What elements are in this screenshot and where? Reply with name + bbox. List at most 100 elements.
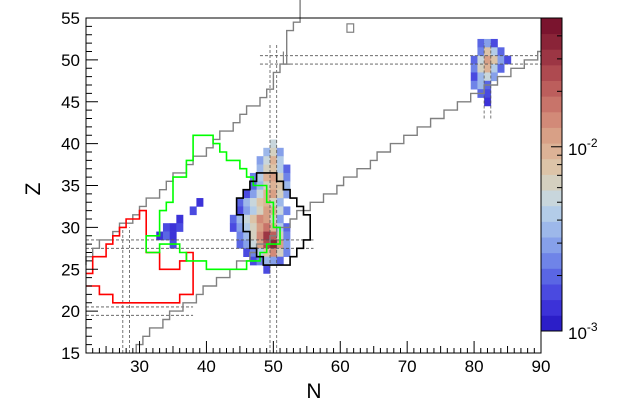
- x-tick-label: 40: [197, 357, 216, 376]
- heatmap-cell: [263, 156, 271, 165]
- colorbar-segment: [541, 315, 562, 332]
- heatmap-cell: [243, 206, 251, 216]
- heatmap-cell: [484, 64, 492, 73]
- heatmap-cell: [249, 206, 257, 216]
- heatmap-cell: [236, 206, 244, 216]
- heatmap-cell: [490, 55, 498, 65]
- heatmap-cell: [263, 147, 271, 157]
- heatmap-cell: [276, 198, 284, 207]
- heatmap-cell: [249, 231, 257, 241]
- colorbar-segment: [541, 284, 562, 301]
- heatmap-cell: [256, 231, 264, 241]
- heatmap-cell: [176, 214, 184, 224]
- colorbar-segment: [541, 205, 562, 222]
- heatmap-cell: [243, 248, 251, 257]
- heatmap-cell: [243, 198, 251, 207]
- heatmap-cell: [497, 55, 505, 65]
- heatmap-cell: [276, 172, 284, 182]
- contour-gray-lower: [135, 43, 559, 353]
- contours: [85, 0, 559, 353]
- x-tick-label: 30: [130, 357, 149, 376]
- y-axis-ticks: 15 20 25 30 35 40 45 50 55: [61, 9, 98, 363]
- heatmap-cell: [263, 223, 271, 232]
- heatmap-cell: [490, 38, 498, 48]
- heatmap-cell: [477, 80, 485, 90]
- heatmap-cell: [270, 256, 277, 266]
- heatmap-cell: [236, 214, 244, 224]
- heatmap-cells: [156, 38, 512, 274]
- heatmap-cell: [263, 206, 271, 216]
- y-tick-label: 35: [61, 177, 80, 196]
- heatmap-cell: [256, 189, 264, 199]
- x-tick-label: 60: [331, 357, 350, 376]
- y-tick-label: 30: [61, 218, 80, 237]
- heatmap-cell: [490, 72, 498, 82]
- contour-gray-mark: [282, 51, 291, 65]
- colorbar-segment: [541, 252, 562, 269]
- heatmap-cell: [276, 256, 284, 266]
- heatmap-cell: [470, 55, 478, 65]
- heatmap-cell: [249, 198, 257, 207]
- heatmap-cell: [169, 223, 177, 232]
- heatmap-cell: [283, 239, 291, 249]
- heatmap-cell: [229, 214, 237, 224]
- heatmap-cell: [484, 89, 492, 98]
- heatmap-cell: [196, 198, 204, 207]
- colorbar-segment: [541, 96, 562, 113]
- heatmap-cell: [263, 231, 271, 241]
- heatmap-cell: [176, 223, 184, 232]
- heatmap-cell: [270, 189, 277, 199]
- heatmap-cell: [477, 38, 485, 48]
- heatmap-cell: [477, 64, 485, 73]
- heatmap-cell: [270, 147, 277, 157]
- colorbar-segment: [541, 143, 562, 160]
- heatmap-cell: [263, 164, 271, 174]
- heatmap-cell: [470, 80, 478, 90]
- heatmap-cell: [477, 47, 485, 56]
- heatmap-cell: [276, 181, 284, 190]
- colorbar-segment: [541, 174, 562, 191]
- heatmap-cell: [263, 172, 271, 182]
- heatmap-cell: [249, 239, 257, 249]
- heatmap-cell: [470, 64, 478, 73]
- heatmap-cell: [243, 189, 251, 199]
- heatmap-cell: [276, 164, 284, 174]
- y-tick-label: 25: [61, 260, 80, 279]
- heatmap-cell: [276, 206, 284, 216]
- colorbar-segment: [541, 299, 562, 316]
- heatmap-cell: [256, 214, 264, 224]
- heatmap-cell: [270, 156, 277, 165]
- heatmap-cell: [484, 72, 492, 82]
- heatmap-cell: [256, 164, 264, 174]
- heatmap-cell: [490, 64, 498, 73]
- heatmap-cell: [490, 47, 498, 56]
- heatmap-cell: [263, 265, 271, 274]
- x-tick-label: 50: [264, 357, 283, 376]
- heatmap-cell: [477, 55, 485, 65]
- heatmap-cell: [270, 164, 277, 174]
- heatmap-cell: [263, 256, 271, 266]
- heatmap-cell: [236, 231, 244, 241]
- heatmap-cell: [256, 206, 264, 216]
- contour-black: [235, 172, 311, 266]
- heatmap-cell: [484, 38, 492, 48]
- heatmap-cell: [243, 214, 251, 224]
- colorbar-segment: [541, 158, 562, 175]
- heatmap-cell: [162, 231, 170, 241]
- x-axis-title: N: [306, 380, 321, 403]
- heatmap-cell: [256, 156, 264, 165]
- colorbar-segment: [541, 111, 562, 128]
- y-tick-label: 45: [61, 93, 80, 112]
- heatmap-cell: [229, 223, 237, 232]
- colorbar-segment: [541, 268, 562, 285]
- heatmap-cell: [243, 231, 251, 241]
- heatmap-cell: [256, 198, 264, 207]
- x-tick-label: 80: [465, 357, 484, 376]
- heatmap-cell: [243, 223, 251, 232]
- heatmap-cell: [276, 147, 284, 157]
- x-tick-label: 70: [398, 357, 417, 376]
- heatmap-cell: [477, 72, 485, 82]
- heatmap-cell: [497, 47, 505, 56]
- heatmap-cell: [484, 47, 492, 56]
- heatmap-cell: [249, 189, 257, 199]
